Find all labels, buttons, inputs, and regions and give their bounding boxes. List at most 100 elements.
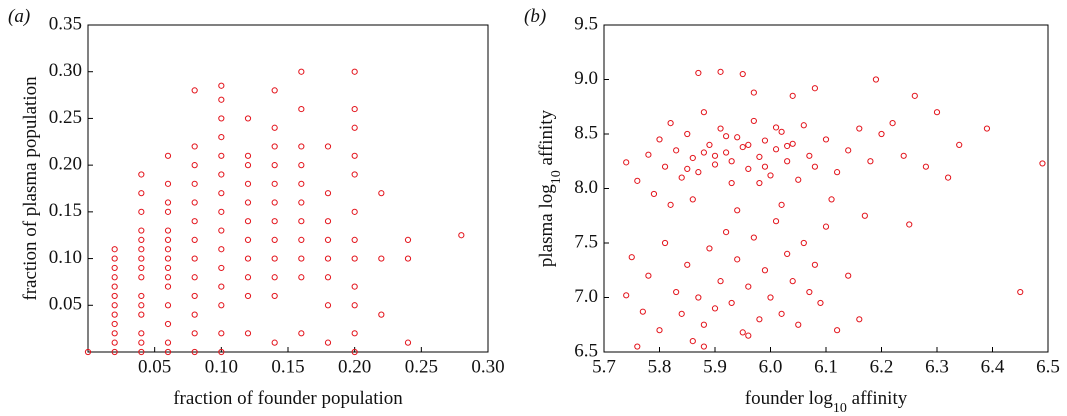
point [723,149,730,156]
point [191,292,198,300]
point [218,246,225,253]
point [271,143,278,150]
point [244,274,252,281]
point [761,163,769,170]
point [695,69,702,77]
point [244,255,252,262]
point [689,154,696,162]
x-tick-label: 6.0 [759,356,783,377]
point [828,196,835,203]
point [244,330,252,337]
point [218,330,225,337]
point [700,149,708,156]
point [271,339,278,346]
point [734,134,741,141]
point [933,109,941,116]
point [761,137,769,144]
point [723,133,730,140]
y-tick-label: 8.0 [574,177,598,198]
point [351,152,358,159]
point [867,158,874,165]
point [191,87,198,94]
point [271,292,278,300]
point [728,179,735,187]
point [717,278,724,285]
axes-frame [87,24,489,353]
x-tick-label: 6.5 [1036,356,1060,377]
point [138,348,145,356]
point [983,125,991,132]
point [689,338,696,345]
point [756,179,763,187]
point [739,143,746,151]
point [811,85,819,92]
point [111,302,118,309]
y-axis-label-part: 10 [549,170,564,184]
point [218,348,225,356]
point [218,208,225,215]
point [138,292,145,300]
y-tick-label: 0.35 [49,13,82,34]
point [723,229,730,236]
point [164,264,172,272]
point [191,348,198,356]
point [789,140,796,147]
x-tick-label: 6.2 [870,356,894,377]
point [244,152,252,159]
point [845,147,852,154]
point [164,255,172,262]
point [404,236,412,243]
point [244,162,252,169]
x-tick-label: 0.10 [205,356,238,377]
point [767,294,774,301]
point [811,163,819,170]
point [628,254,635,261]
point [378,190,385,197]
point [711,161,719,168]
point [351,68,358,75]
point [404,255,412,262]
point [800,122,807,129]
x-tick-label: 0.30 [471,356,504,377]
point [351,348,358,356]
point [218,96,225,103]
point [111,330,118,337]
point [728,299,735,307]
point [767,172,774,179]
point [784,158,791,165]
y-tick-label: 7.0 [574,286,598,307]
point [745,332,752,339]
point [138,264,145,272]
point [784,142,791,150]
x-tick-label: 5.8 [648,356,672,377]
x-axis-label: founder log10 affinity [745,388,908,416]
point [138,311,145,318]
point [761,267,769,274]
point [324,302,332,309]
point [244,218,252,225]
point [945,174,952,181]
point [191,255,198,262]
point [298,199,305,206]
point [673,147,680,154]
point [711,152,719,159]
point [784,250,791,257]
point [244,292,252,300]
point [324,274,332,281]
y-tick-label: 0.10 [49,247,82,268]
point [911,92,918,99]
x-axis-label-part: 10 [833,401,847,416]
point [745,141,752,148]
point [772,124,780,131]
point [164,227,172,234]
point [1017,288,1024,296]
point [298,274,305,281]
point [695,294,702,301]
point [191,199,198,206]
point [700,109,708,116]
point [750,117,757,125]
point [298,236,305,243]
point [678,174,685,181]
point [750,89,757,96]
point [191,311,198,318]
